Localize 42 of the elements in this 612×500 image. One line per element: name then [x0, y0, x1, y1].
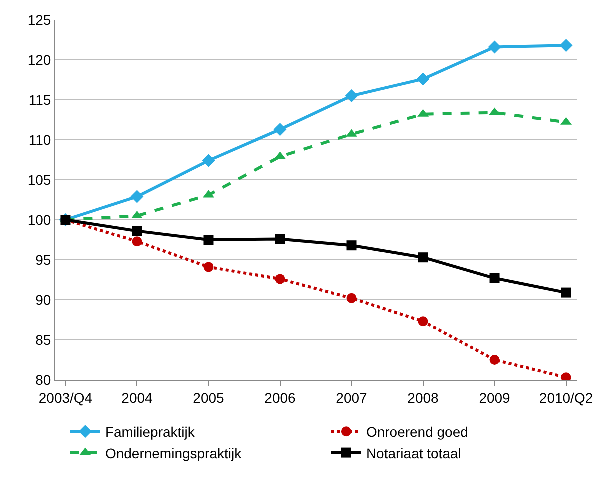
legend-label: Notariaat totaal [366, 445, 462, 462]
y-tick-label: 125 [28, 12, 52, 28]
point [204, 262, 214, 272]
x-tick-label: 2008 [408, 390, 440, 406]
legend-label: Onroerend goed [366, 424, 468, 440]
x-tick-label: 2005 [193, 390, 225, 406]
x-tick-label: 2010/Q2 [539, 390, 594, 406]
point [490, 273, 500, 284]
point [490, 355, 500, 365]
y-tick-label: 110 [28, 132, 52, 148]
point [274, 123, 287, 136]
y-tick-label: 105 [28, 172, 52, 188]
point [275, 274, 286, 284]
point [346, 293, 357, 304]
point [561, 288, 572, 298]
point [346, 240, 357, 251]
y-tick-label: 85 [36, 332, 52, 348]
y-tick-label: 90 [36, 292, 52, 308]
point [275, 234, 286, 244]
legend-label: Ondernemingspraktijk [105, 445, 243, 462]
y-tick-label: 80 [36, 372, 52, 388]
x-tick-label: 2003/Q4 [38, 390, 93, 406]
y-tick-label: 95 [36, 252, 52, 268]
point [345, 90, 358, 102]
x-tick-label: 2009 [479, 390, 511, 406]
x-tick-label: 2004 [122, 390, 154, 406]
point [132, 236, 142, 247]
point [560, 39, 573, 52]
x-tick-label: 2006 [264, 390, 296, 406]
point [130, 190, 144, 204]
point [132, 226, 142, 236]
point [418, 252, 428, 263]
y-tick-label: 120 [28, 52, 52, 68]
y-tick-label: 115 [28, 92, 52, 108]
x-tick-label: 2007 [336, 390, 368, 406]
legend-label: Familiepraktijk [105, 424, 196, 440]
point [202, 154, 216, 168]
point [416, 72, 430, 86]
point [204, 235, 214, 245]
y-tick-label: 100 [28, 212, 52, 228]
point [488, 40, 502, 54]
point [418, 316, 428, 327]
